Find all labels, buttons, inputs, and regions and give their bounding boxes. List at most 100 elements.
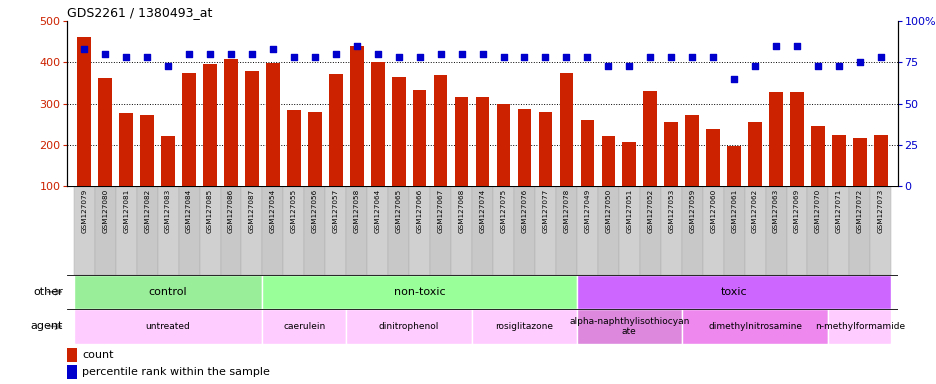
Point: [558, 55, 573, 61]
Point: [77, 46, 92, 52]
Bar: [349, 46, 363, 186]
Bar: [199, 186, 220, 275]
Bar: [140, 115, 154, 186]
Point: [265, 46, 280, 52]
Bar: [811, 126, 824, 186]
Bar: [179, 186, 199, 275]
Point: [412, 55, 427, 61]
Bar: [433, 75, 447, 186]
Text: agent: agent: [30, 321, 63, 331]
Point: [642, 55, 657, 61]
Point: [725, 76, 740, 82]
Text: GSM127050: GSM127050: [605, 189, 610, 233]
Text: GSM127056: GSM127056: [312, 189, 317, 233]
Bar: [409, 186, 430, 275]
Bar: [241, 186, 262, 275]
Text: GSM127066: GSM127066: [417, 189, 422, 233]
Text: GSM127080: GSM127080: [102, 189, 108, 233]
Point: [810, 63, 825, 69]
Text: GSM127073: GSM127073: [877, 189, 883, 233]
Point: [579, 55, 594, 61]
Point: [139, 55, 154, 61]
Bar: [119, 113, 133, 186]
Text: GSM127049: GSM127049: [584, 189, 590, 233]
Text: percentile rank within the sample: percentile rank within the sample: [81, 367, 270, 377]
Text: GSM127062: GSM127062: [752, 189, 757, 233]
Text: GSM127083: GSM127083: [165, 189, 171, 233]
Bar: [391, 77, 405, 186]
Bar: [388, 186, 409, 275]
Text: dimethylnitrosamine: dimethylnitrosamine: [708, 322, 801, 331]
Point: [97, 51, 112, 57]
Bar: [78, 37, 91, 186]
Text: GSM127079: GSM127079: [81, 189, 87, 233]
Bar: [115, 186, 137, 275]
Text: GSM127067: GSM127067: [437, 189, 443, 233]
Bar: [413, 91, 426, 186]
Bar: [286, 110, 300, 186]
Text: untreated: untreated: [146, 322, 190, 331]
Bar: [67, 348, 77, 362]
Bar: [534, 186, 555, 275]
Bar: [492, 186, 514, 275]
Bar: [74, 186, 95, 275]
Point: [244, 51, 259, 57]
Text: other: other: [33, 287, 63, 297]
Point: [830, 63, 845, 69]
Text: GSM127084: GSM127084: [186, 189, 192, 233]
Bar: [555, 186, 577, 275]
Bar: [559, 73, 573, 186]
Text: GSM127082: GSM127082: [144, 189, 150, 233]
Text: rosiglitazone: rosiglitazone: [495, 322, 553, 331]
Bar: [157, 186, 179, 275]
Text: GSM127076: GSM127076: [521, 189, 527, 233]
Bar: [849, 186, 870, 275]
Bar: [639, 186, 660, 275]
Text: GDS2261 / 1380493_at: GDS2261 / 1380493_at: [67, 5, 212, 18]
Text: GSM127057: GSM127057: [332, 189, 339, 233]
Point: [454, 51, 469, 57]
Text: GSM127054: GSM127054: [270, 189, 275, 233]
Bar: [577, 275, 890, 309]
Bar: [744, 186, 765, 275]
Bar: [220, 186, 241, 275]
Point: [852, 60, 867, 66]
Bar: [346, 186, 367, 275]
Bar: [346, 309, 472, 344]
Bar: [161, 136, 175, 186]
Bar: [723, 186, 744, 275]
Bar: [681, 186, 702, 275]
Bar: [643, 91, 656, 186]
Bar: [308, 112, 321, 186]
Text: GSM127068: GSM127068: [458, 189, 464, 233]
Point: [202, 51, 217, 57]
Bar: [98, 78, 112, 186]
Text: GSM127058: GSM127058: [354, 189, 359, 233]
Point: [622, 63, 636, 69]
Text: control: control: [149, 287, 187, 297]
Point: [182, 51, 197, 57]
Text: GSM127051: GSM127051: [625, 189, 632, 233]
Bar: [472, 309, 577, 344]
Bar: [726, 146, 740, 186]
Bar: [137, 186, 157, 275]
Text: GSM127061: GSM127061: [730, 189, 737, 233]
Point: [495, 55, 510, 61]
Text: GSM127053: GSM127053: [667, 189, 674, 233]
Point: [705, 55, 720, 61]
Bar: [660, 186, 681, 275]
Point: [307, 55, 322, 61]
Bar: [618, 186, 639, 275]
Bar: [785, 186, 807, 275]
Bar: [681, 309, 827, 344]
Bar: [371, 63, 384, 186]
Bar: [577, 186, 597, 275]
Bar: [430, 186, 450, 275]
Text: GSM127075: GSM127075: [500, 189, 506, 233]
Bar: [262, 309, 346, 344]
Bar: [74, 309, 262, 344]
Point: [537, 55, 552, 61]
Bar: [262, 186, 283, 275]
Point: [475, 51, 490, 57]
Bar: [450, 186, 472, 275]
